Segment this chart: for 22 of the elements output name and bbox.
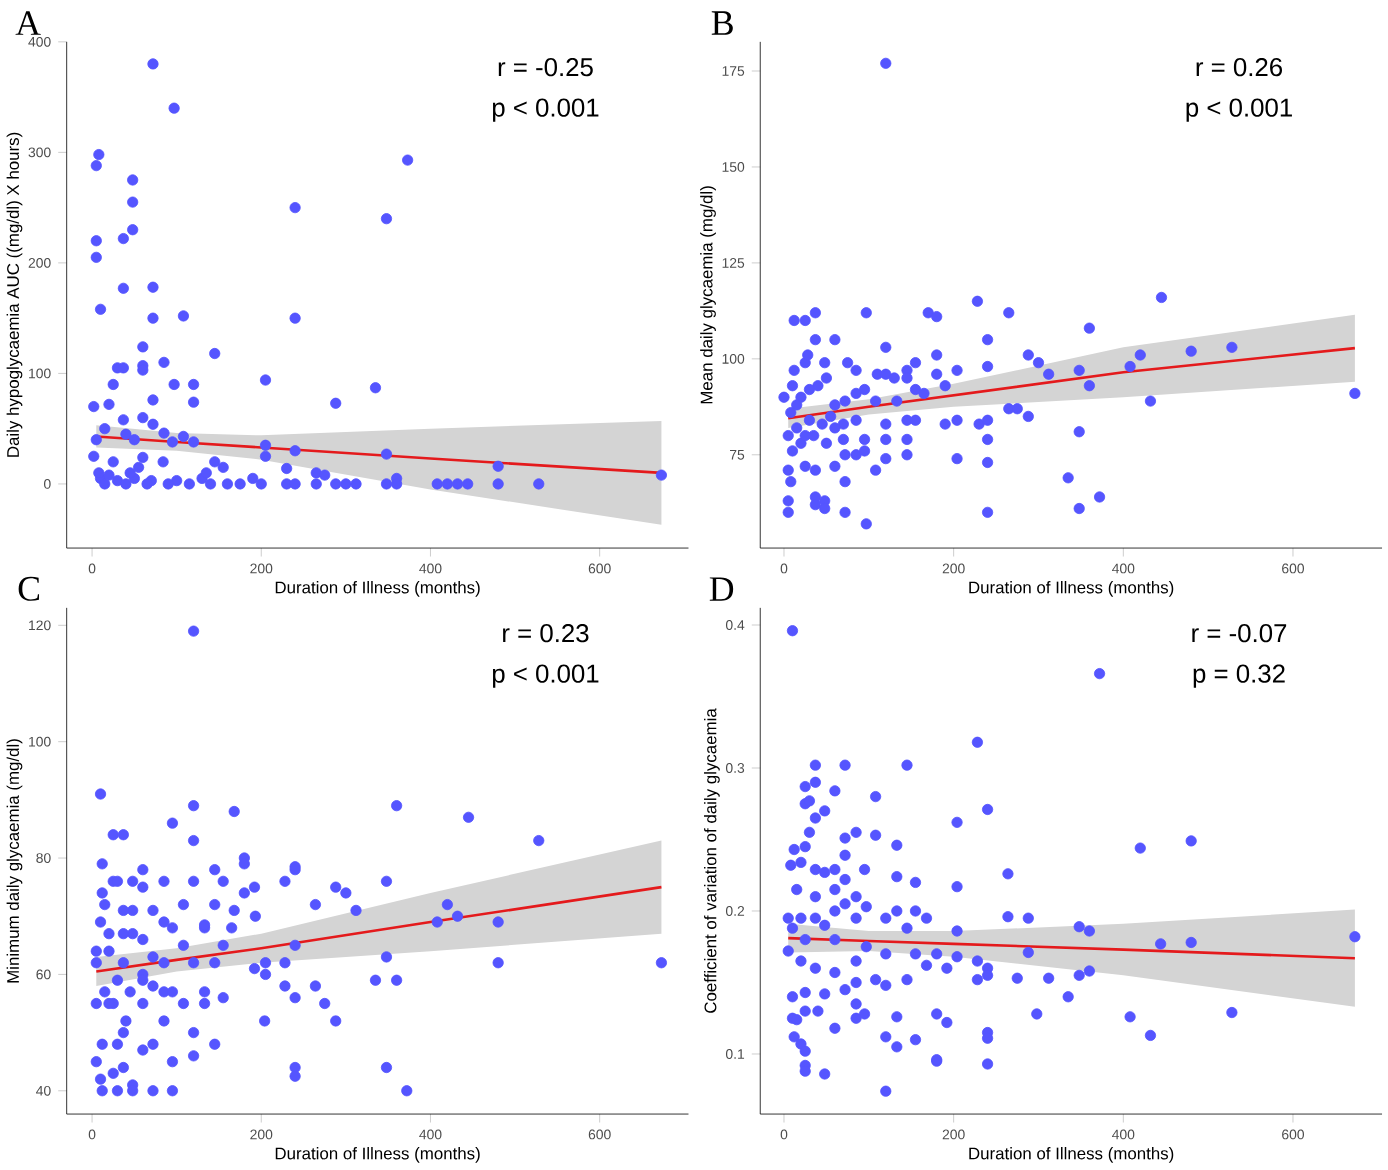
y-axis-title: Coefficient of variation of daily glycaemia	[704, 708, 720, 1014]
chart-title: A	[15, 11, 41, 36]
y-axis-title: Daily hypoglycaemia AUC ((mg/dl) X hours)	[6, 133, 23, 458]
annotation: p = 0.32	[1193, 664, 1285, 689]
annotation: r = -0.25	[498, 58, 593, 77]
annotation: r = 0.26	[1196, 58, 1283, 77]
chart-title: B	[711, 11, 733, 36]
x-axis-title: Duration of Illness (months)	[969, 581, 1174, 598]
y-axis-title: Minimum daily glycaemia (mg/dl)	[6, 739, 23, 983]
x-axis-title: Duration of Illness (months)	[969, 1147, 1174, 1164]
y-axis-title: Mean daily glycaemia (mg/dl)	[700, 186, 716, 404]
annotation: p < 0.001	[1186, 98, 1292, 123]
annotation: p < 0.001	[492, 664, 599, 689]
annotation: r = 0.23	[503, 624, 589, 643]
x-axis-title: Duration of Illness (months)	[275, 1147, 480, 1164]
annotation: p < 0.001	[492, 98, 599, 123]
chart-title: C	[18, 577, 40, 602]
chart-title: D	[709, 577, 734, 602]
line-series	[786, 937, 1357, 960]
line-series	[95, 886, 663, 974]
x-axis-title: Duration of Illness (months)	[275, 581, 480, 598]
annotation: r = -0.07	[1192, 624, 1287, 643]
